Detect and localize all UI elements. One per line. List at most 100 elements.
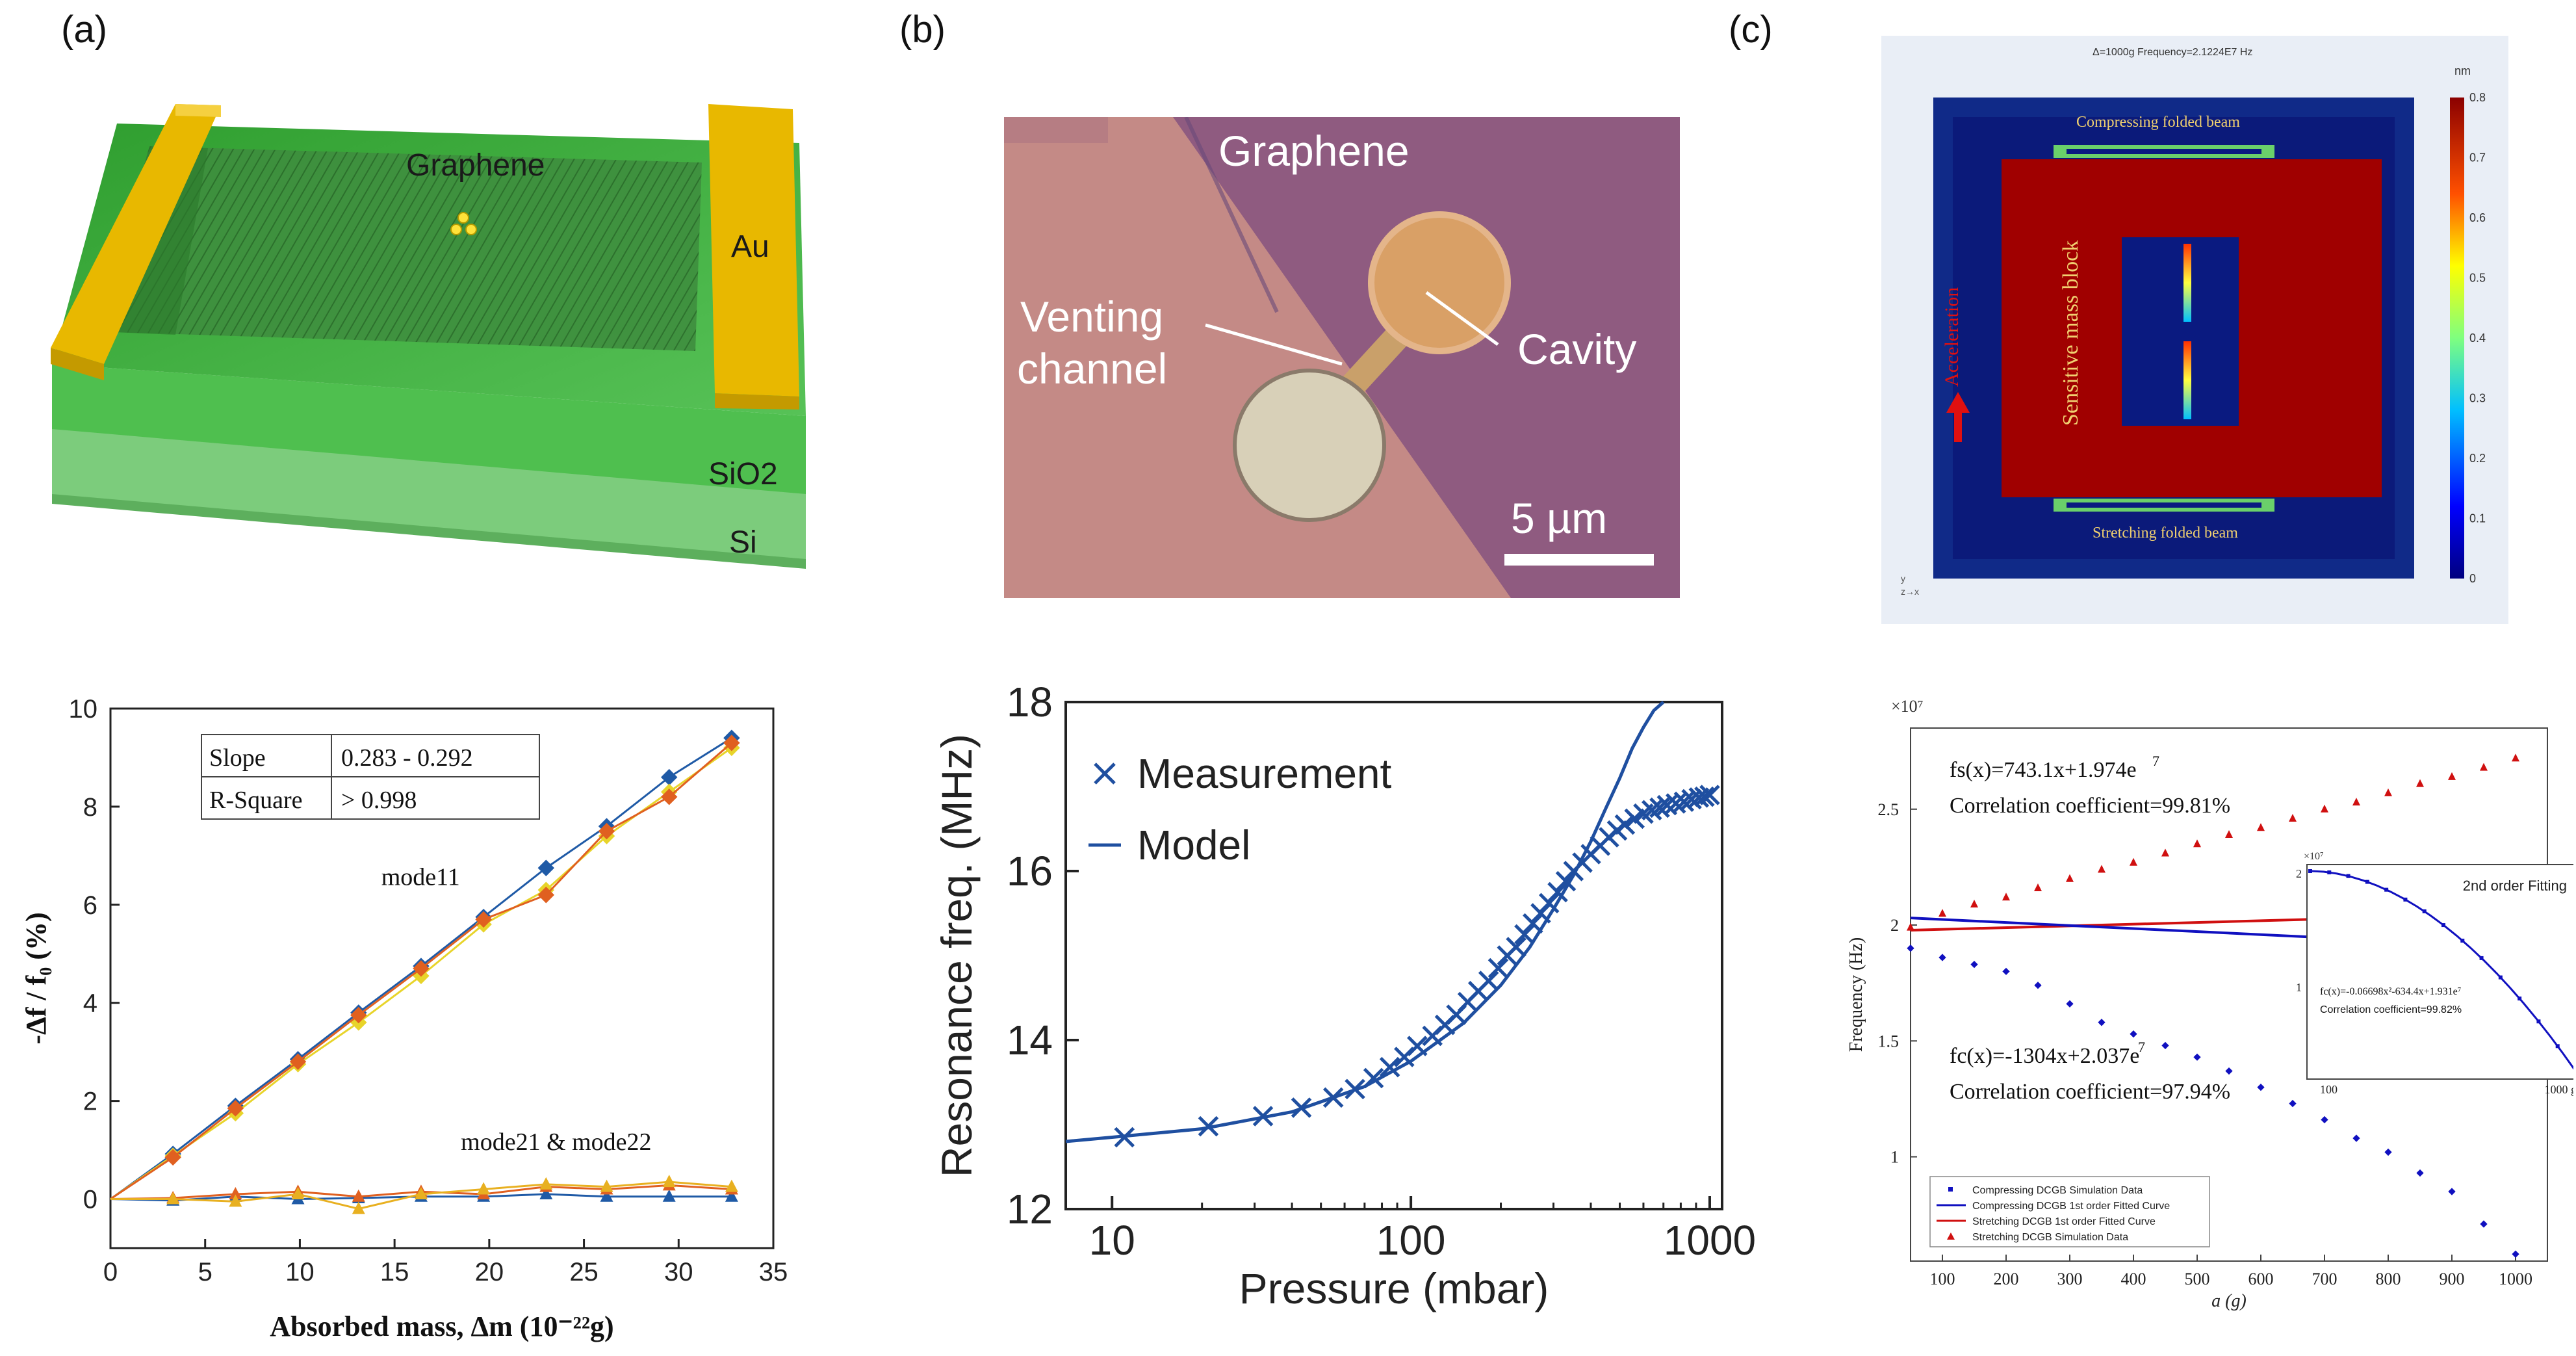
data-point (414, 1187, 428, 1199)
x-tick-label: 300 (2057, 1270, 2083, 1288)
x-tick-label: 0 (103, 1258, 118, 1286)
vent-pad (1233, 369, 1386, 522)
label-mass: Sensitive mass block (2059, 241, 2083, 426)
compress-data-point (2257, 1083, 2265, 1091)
table-r-label: R-Square (209, 787, 303, 814)
inset-xtick: 100 (2320, 1083, 2338, 1096)
inset-data-point (2365, 880, 2369, 884)
data-point (413, 960, 430, 977)
annotation-mode2x: mode21 & mode22 (461, 1128, 651, 1156)
data-point (539, 1187, 553, 1199)
fc-correlation: Correlation coefficient=97.94% (1950, 1080, 2230, 1104)
y-axis-label: Frequency (Hz) (1846, 937, 1866, 1052)
compress-data-point (2448, 1188, 2456, 1195)
axis-y-label: y (1901, 573, 1905, 584)
x-tick-label: 700 (2312, 1270, 2338, 1288)
inset-frame (2306, 864, 2573, 1080)
inset-data-point (2460, 939, 2465, 943)
measurement-point (1379, 1056, 1400, 1078)
stretch-data-point (1970, 899, 1978, 907)
label-sio2: SiO2 (708, 457, 778, 491)
compress-data-point (1938, 954, 1946, 961)
compress-data-point (2289, 1099, 2297, 1108)
y-tick-label: 2 (1890, 916, 1899, 935)
compress-data-point (2002, 967, 2010, 976)
x-tick-label: 20 (475, 1258, 504, 1286)
y-axis-label: -Δf / f₀ (%) (20, 912, 52, 1044)
compress-data-point (1970, 960, 1978, 969)
data-point (660, 768, 678, 786)
inset-data-point (2346, 874, 2351, 878)
fs-equation: fs(x)=743.1x+1.974e (1950, 758, 2137, 782)
colorbar-tick: 0.5 (2469, 272, 2486, 285)
fs-exponent: 7 (2152, 753, 2159, 769)
y-tick-label: 6 (83, 891, 97, 920)
x-tick-label: 35 (759, 1258, 788, 1286)
graphene-micrograph: Graphene Venting channel Cavity 5 µm (1004, 117, 1680, 598)
measurement-point (1694, 786, 1715, 807)
x-tick-label: 100 (1930, 1270, 1955, 1288)
stretch-data-point (2066, 874, 2074, 882)
data-point (600, 1189, 613, 1202)
colorbar-ticks: 0.8 0.7 0.6 0.5 0.4 0.3 0.2 0.1 0 (2469, 91, 2486, 585)
y-tick-label: 10 (69, 695, 98, 724)
y-tick-label: 0 (83, 1186, 97, 1214)
legend-box (1929, 1176, 2210, 1247)
stretch-data-point (2225, 830, 2233, 838)
data-point (229, 1187, 242, 1199)
au-electrode-right (708, 104, 799, 397)
y-tick-label: 16 (1007, 848, 1053, 894)
compress-data-point (2161, 1041, 2169, 1050)
legend-label: Compressing DCGB 1st order Fitted Curve (1972, 1201, 2170, 1212)
y-axis-label: Resonance freq. (MHz) (933, 734, 981, 1177)
compress-data-point (2512, 1250, 2519, 1258)
inset-equation: fc(x)=-0.06698x²-634.4x+1.931e⁷ (2320, 986, 2461, 997)
fc-exponent: 7 (2138, 1039, 2145, 1055)
measurement-point (1478, 971, 1499, 991)
x-tick-label: 30 (664, 1258, 693, 1286)
graphene-device-schematic: Graphene Au SiO2 Si (51, 104, 806, 569)
measurement-point (1322, 1087, 1344, 1108)
inset-ytick: 1 (2296, 981, 2302, 994)
measurement-point (1363, 1067, 1384, 1089)
gold-nanoparticle (457, 212, 469, 224)
x-tick-label: 1000 (2499, 1270, 2532, 1288)
panel-label-c: (c) (1729, 8, 1773, 51)
x-axis-label: Absorbed mass, Δm (10⁻²²g) (270, 1310, 613, 1342)
y-tick-label: 14 (1007, 1017, 1053, 1063)
data-point (166, 1192, 180, 1205)
stretch-data-point (2512, 753, 2519, 762)
table-slope-value: 0.283 - 0.292 (341, 744, 473, 772)
y-scale-note: ×10⁷ (1891, 697, 1924, 716)
label-scale: 5 µm (1511, 494, 1607, 542)
cavity-circle (1368, 211, 1511, 354)
measurement-point (1291, 1097, 1312, 1118)
stretch-data-point (2130, 857, 2137, 866)
compress-data-point (2193, 1053, 2201, 1061)
inset-correlation: Correlation coefficient=99.82% (2320, 1004, 2462, 1015)
chart-frequency-acceleration: ×10⁷ 100 200 300 400 500 600 700 800 900 1000 1 1.5 2… (1846, 697, 2573, 1311)
legend-label: Compressing DCGB Simulation Data (1972, 1185, 2143, 1196)
x-tick-label: 1000 (1664, 1217, 1756, 1264)
inset-title: 2nd order Fitting (2463, 878, 2567, 894)
data-point (164, 1149, 181, 1166)
legend-measurement-marker (1094, 763, 1116, 785)
compress-data-point (1907, 945, 1914, 952)
colorbar-tick: 0.2 (2469, 452, 2486, 465)
data-point (539, 1177, 553, 1190)
acceleration-arrow (1946, 392, 1970, 413)
data-point (725, 1189, 738, 1202)
inset-data-point (2479, 956, 2484, 960)
compress-data-point (2480, 1220, 2488, 1228)
measurement-point (1538, 893, 1560, 914)
chart-pressure-resonance: 10 100 1000 12 14 16 18 Pressure (mbar) Resonanc… (933, 679, 1756, 1312)
inset-ytick: 2 (2296, 867, 2302, 880)
compress-data-point (2321, 1115, 2328, 1124)
measurement-point (1547, 881, 1568, 903)
y-tick-label: 2 (83, 1088, 97, 1116)
measurement-point (1555, 870, 1577, 892)
table-r-value: > 0.998 (341, 787, 417, 814)
inset-data-point (2403, 897, 2408, 902)
data-point (475, 911, 492, 928)
stretch-data-point (2384, 788, 2392, 796)
